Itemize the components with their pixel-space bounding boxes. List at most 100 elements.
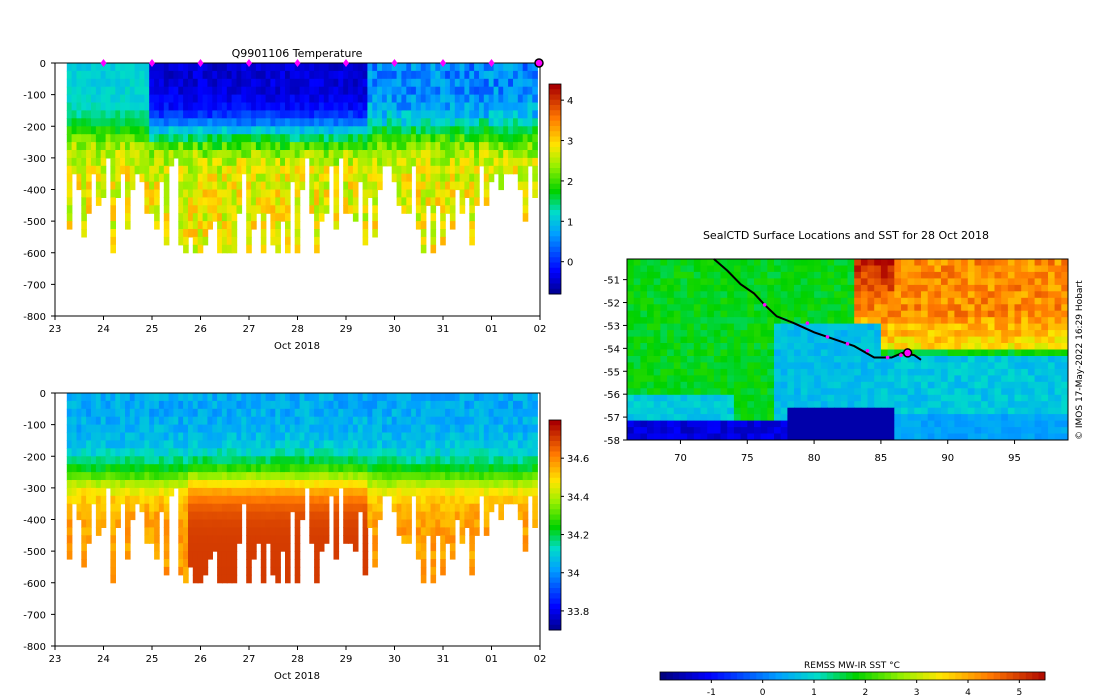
sst-cell — [754, 349, 762, 357]
section-cell — [144, 173, 150, 183]
section-cell — [372, 440, 378, 449]
sst-cell — [854, 265, 862, 273]
section-cell — [294, 102, 301, 111]
sst-cell — [787, 362, 795, 370]
section-cell — [144, 464, 150, 473]
section-cell — [134, 126, 141, 135]
section-cell — [352, 189, 359, 198]
sst-cell — [774, 259, 782, 266]
section-cell — [522, 157, 529, 167]
sst-cell — [693, 259, 701, 266]
section-cell — [149, 134, 155, 143]
sst-cell — [774, 362, 782, 370]
section-cell — [522, 432, 529, 441]
section-cell — [314, 150, 320, 159]
section-cell — [314, 173, 320, 183]
section-cell — [474, 118, 480, 127]
section-cell — [396, 150, 403, 159]
section-cell — [173, 464, 179, 473]
sst-cell — [653, 284, 661, 292]
section-cell — [236, 126, 243, 135]
section-cell — [435, 393, 441, 402]
section-cell — [125, 408, 131, 418]
section-cell — [382, 448, 388, 457]
section-cell — [503, 63, 509, 72]
section-cell — [479, 150, 485, 159]
section-cell — [76, 181, 83, 191]
section-cell — [168, 126, 175, 135]
section-cell — [469, 157, 475, 167]
sst-cell — [627, 330, 635, 338]
section-cell — [100, 432, 107, 441]
section-cell — [493, 408, 500, 418]
section-cell — [183, 566, 189, 576]
section-cell — [144, 487, 150, 497]
section-cell — [207, 519, 213, 528]
section-cell — [197, 70, 204, 80]
sst-cell — [827, 323, 835, 331]
sst-cell — [874, 284, 882, 292]
section-cell — [149, 511, 155, 521]
section-cell — [270, 519, 276, 528]
section-cell — [513, 126, 519, 135]
section-cell — [309, 173, 315, 183]
section-cell — [246, 70, 252, 80]
sst-cell — [987, 323, 995, 331]
section-cell — [435, 464, 441, 473]
section-cell — [241, 165, 247, 175]
section-cell — [513, 487, 519, 497]
section-cell — [352, 487, 359, 497]
sst-cell — [954, 291, 962, 299]
section-cell — [386, 448, 393, 457]
section-cell — [285, 118, 291, 127]
section-cell — [483, 94, 490, 104]
section-cell — [275, 63, 281, 72]
section-cell — [449, 150, 456, 159]
sst-cell — [633, 304, 641, 312]
section-cell — [420, 213, 427, 222]
section-cell — [105, 432, 112, 441]
sst-cell — [1048, 349, 1056, 357]
section-cell — [299, 181, 306, 191]
section-cell — [178, 456, 184, 465]
section-cell — [231, 126, 238, 135]
section-cell — [498, 416, 504, 426]
section-cell — [265, 86, 272, 96]
section-cell — [411, 480, 417, 489]
section-cell — [435, 173, 441, 183]
section-cell — [357, 173, 364, 183]
section-cell — [352, 440, 359, 449]
section-cell — [498, 400, 504, 410]
sst-cell — [967, 310, 975, 318]
section-cell — [469, 236, 475, 246]
section-cell — [66, 94, 73, 104]
sst-cell — [941, 291, 949, 299]
sst-cell — [680, 317, 688, 325]
section-cell — [493, 118, 500, 127]
sst-cell — [660, 265, 668, 273]
section-cell — [71, 487, 78, 497]
section-cell — [115, 424, 121, 434]
section-cell — [91, 150, 97, 159]
section-cell — [192, 142, 199, 151]
section-cell — [377, 448, 383, 457]
section-cell — [367, 464, 373, 473]
section-cell — [285, 487, 291, 497]
section-cell — [513, 165, 519, 175]
section-cell — [81, 559, 87, 568]
section-cell — [100, 189, 107, 198]
section-cell — [469, 213, 475, 222]
section-cell — [91, 94, 97, 104]
section-cell — [362, 150, 369, 159]
section-cell — [149, 150, 155, 159]
section-cell — [66, 78, 73, 88]
section-cell — [71, 86, 78, 96]
section-cell — [517, 118, 524, 127]
section-cell — [226, 464, 233, 473]
section-cell — [265, 519, 272, 528]
section-cell — [149, 165, 155, 175]
section-cell — [513, 464, 519, 473]
section-cell — [459, 165, 466, 175]
temperature-colorbar-tick-label: 0 — [567, 258, 573, 269]
section-cell — [255, 495, 262, 505]
